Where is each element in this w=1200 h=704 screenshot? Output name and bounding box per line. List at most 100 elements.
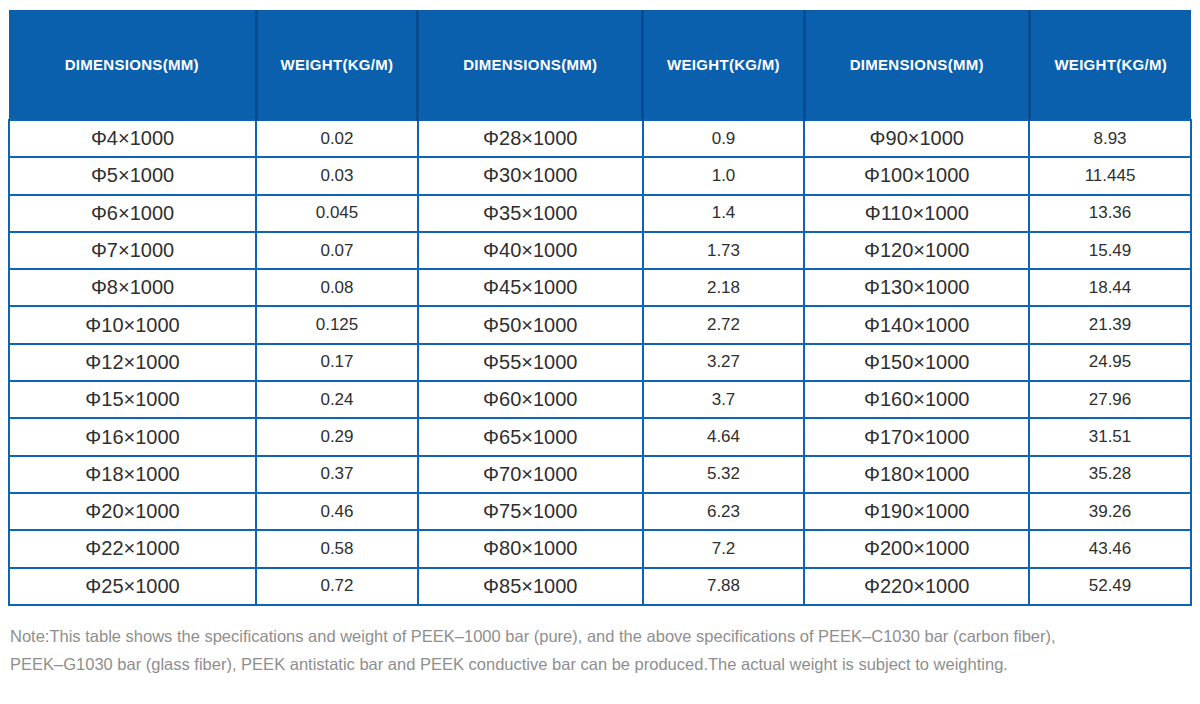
weight-cell: 0.07 — [256, 232, 418, 269]
weight-cell: 21.39 — [1029, 306, 1191, 343]
weight-cell: 0.02 — [256, 120, 418, 157]
dimension-cell: Φ40×1000 — [418, 232, 643, 269]
dimension-cell: Φ70×1000 — [418, 456, 643, 493]
weight-cell: 52.49 — [1029, 568, 1191, 605]
header-dimensions-col1: DIMENSIONS(MM) — [9, 10, 256, 120]
dimension-cell: Φ6×1000 — [9, 195, 256, 232]
weight-cell: 2.18 — [643, 269, 805, 306]
weight-cell: 1.0 — [643, 157, 805, 194]
dimension-cell: Φ85×1000 — [418, 568, 643, 605]
dimension-cell: Φ75×1000 — [418, 493, 643, 530]
weight-cell: 31.51 — [1029, 418, 1191, 455]
weight-cell: 4.64 — [643, 418, 805, 455]
dimension-cell: Φ90×1000 — [804, 120, 1029, 157]
dimension-cell: Φ110×1000 — [804, 195, 1029, 232]
weight-cell: 0.08 — [256, 269, 418, 306]
spec-table-body: Φ4×10000.02Φ28×10000.9Φ90×10008.93Φ5×100… — [9, 120, 1191, 605]
weight-cell: 2.72 — [643, 306, 805, 343]
weight-cell: 0.72 — [256, 568, 418, 605]
dimension-cell: Φ15×1000 — [9, 381, 256, 418]
dimension-cell: Φ4×1000 — [9, 120, 256, 157]
table-row: Φ4×10000.02Φ28×10000.9Φ90×10008.93 — [9, 120, 1191, 157]
dimension-cell: Φ200×1000 — [804, 530, 1029, 567]
dimension-cell: Φ120×1000 — [804, 232, 1029, 269]
table-row: Φ20×10000.46Φ75×10006.23Φ190×100039.26 — [9, 493, 1191, 530]
header-dimensions-col3: DIMENSIONS(MM) — [804, 10, 1029, 120]
weight-cell: 43.46 — [1029, 530, 1191, 567]
table-row: Φ6×10000.045Φ35×10001.4Φ110×100013.36 — [9, 195, 1191, 232]
weight-cell: 5.32 — [643, 456, 805, 493]
weight-cell: 35.28 — [1029, 456, 1191, 493]
weight-cell: 0.58 — [256, 530, 418, 567]
dimension-cell: Φ30×1000 — [418, 157, 643, 194]
dimension-cell: Φ8×1000 — [9, 269, 256, 306]
header-dimensions-col2: DIMENSIONS(MM) — [418, 10, 643, 120]
weight-cell: 27.96 — [1029, 381, 1191, 418]
header-weight-col3: WEIGHT(KG/M) — [1029, 10, 1191, 120]
table-row: Φ7×10000.07Φ40×10001.73Φ120×100015.49 — [9, 232, 1191, 269]
dimension-cell: Φ7×1000 — [9, 232, 256, 269]
peek-spec-table: DIMENSIONS(MM) WEIGHT(KG/M) DIMENSIONS(M… — [8, 10, 1192, 606]
dimension-cell: Φ35×1000 — [418, 195, 643, 232]
weight-cell: 3.27 — [643, 344, 805, 381]
dimension-cell: Φ60×1000 — [418, 381, 643, 418]
weight-cell: 24.95 — [1029, 344, 1191, 381]
dimension-cell: Φ55×1000 — [418, 344, 643, 381]
dimension-cell: Φ20×1000 — [9, 493, 256, 530]
weight-cell: 7.2 — [643, 530, 805, 567]
dimension-cell: Φ45×1000 — [418, 269, 643, 306]
table-row: Φ18×10000.37Φ70×10005.32Φ180×100035.28 — [9, 456, 1191, 493]
weight-cell: 3.7 — [643, 381, 805, 418]
weight-cell: 0.46 — [256, 493, 418, 530]
dimension-cell: Φ170×1000 — [804, 418, 1029, 455]
dimension-cell: Φ140×1000 — [804, 306, 1029, 343]
weight-cell: 0.17 — [256, 344, 418, 381]
dimension-cell: Φ80×1000 — [418, 530, 643, 567]
dimension-cell: Φ150×1000 — [804, 344, 1029, 381]
weight-cell: 0.03 — [256, 157, 418, 194]
weight-cell: 18.44 — [1029, 269, 1191, 306]
header-weight-col2: WEIGHT(KG/M) — [643, 10, 805, 120]
dimension-cell: Φ190×1000 — [804, 493, 1029, 530]
weight-cell: 0.9 — [643, 120, 805, 157]
table-row: Φ25×10000.72Φ85×10007.88Φ220×100052.49 — [9, 568, 1191, 605]
dimension-cell: Φ50×1000 — [418, 306, 643, 343]
weight-cell: 0.37 — [256, 456, 418, 493]
weight-cell: 13.36 — [1029, 195, 1191, 232]
dimension-cell: Φ12×1000 — [9, 344, 256, 381]
weight-cell: 0.125 — [256, 306, 418, 343]
table-row: Φ16×10000.29Φ65×10004.64Φ170×100031.51 — [9, 418, 1191, 455]
dimension-cell: Φ28×1000 — [418, 120, 643, 157]
dimension-cell: Φ130×1000 — [804, 269, 1029, 306]
weight-cell: 6.23 — [643, 493, 805, 530]
table-row: Φ15×10000.24Φ60×10003.7Φ160×100027.96 — [9, 381, 1191, 418]
dimension-cell: Φ5×1000 — [9, 157, 256, 194]
dimension-cell: Φ25×1000 — [9, 568, 256, 605]
weight-cell: 11.445 — [1029, 157, 1191, 194]
weight-cell: 8.93 — [1029, 120, 1191, 157]
weight-cell: 0.29 — [256, 418, 418, 455]
weight-cell: 39.26 — [1029, 493, 1191, 530]
dimension-cell: Φ65×1000 — [418, 418, 643, 455]
note-line-2: PEEK–G1030 bar (glass fiber), PEEK antis… — [10, 655, 1008, 673]
header-row: DIMENSIONS(MM) WEIGHT(KG/M) DIMENSIONS(M… — [9, 10, 1191, 120]
note-line-1: Note:This table shows the specifications… — [10, 627, 1056, 645]
table-row: Φ8×10000.08Φ45×10002.18Φ130×100018.44 — [9, 269, 1191, 306]
table-row: Φ22×10000.58Φ80×10007.2Φ200×100043.46 — [9, 530, 1191, 567]
note-text: Note:This table shows the specifications… — [10, 622, 1190, 678]
dimension-cell: Φ220×1000 — [804, 568, 1029, 605]
dimension-cell: Φ18×1000 — [9, 456, 256, 493]
weight-cell: 0.045 — [256, 195, 418, 232]
dimension-cell: Φ22×1000 — [9, 530, 256, 567]
dimension-cell: Φ180×1000 — [804, 456, 1029, 493]
weight-cell: 1.4 — [643, 195, 805, 232]
header-weight-col1: WEIGHT(KG/M) — [256, 10, 418, 120]
weight-cell: 1.73 — [643, 232, 805, 269]
weight-cell: 15.49 — [1029, 232, 1191, 269]
dimension-cell: Φ100×1000 — [804, 157, 1029, 194]
table-row: Φ5×10000.03Φ30×10001.0Φ100×100011.445 — [9, 157, 1191, 194]
dimension-cell: Φ10×1000 — [9, 306, 256, 343]
dimension-cell: Φ160×1000 — [804, 381, 1029, 418]
table-row: Φ10×10000.125Φ50×10002.72Φ140×100021.39 — [9, 306, 1191, 343]
table-row: Φ12×10000.17Φ55×10003.27Φ150×100024.95 — [9, 344, 1191, 381]
